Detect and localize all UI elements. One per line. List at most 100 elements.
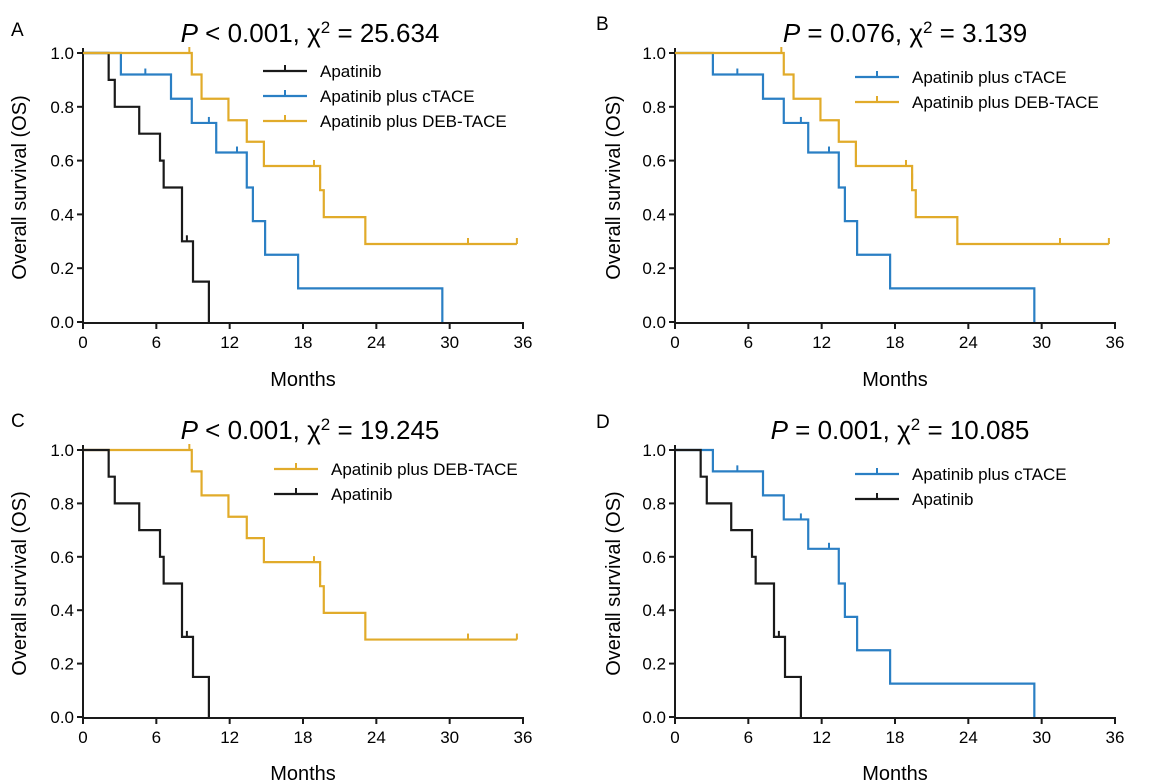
y-tick-label: 0.2 — [642, 259, 666, 278]
p-value: < 0.001, χ — [198, 18, 321, 48]
x-tick-label: 30 — [440, 728, 459, 747]
series-line — [83, 448, 517, 641]
y-tick-label: 0.4 — [642, 601, 666, 620]
series-line — [675, 448, 802, 717]
y-tick-label: 0.6 — [50, 152, 74, 171]
legend-label: Apatinib — [912, 490, 973, 509]
panel-d: D P = 0.001, χ2 = 10.085 0 6 12 18 24 30 36 0.0 0.… — [596, 412, 1124, 784]
chi-value: = 25.634 — [330, 18, 439, 48]
series-line — [83, 51, 210, 322]
y-tick-label: 1.0 — [50, 441, 74, 460]
y-tick-label: 0.4 — [50, 601, 74, 620]
chi-superscript: 2 — [911, 415, 920, 434]
x-tick-label: 18 — [294, 728, 313, 747]
x-tick-label: 0 — [670, 333, 679, 352]
chi-superscript: 2 — [923, 18, 932, 37]
p-value: < 0.001, χ — [198, 415, 321, 445]
x-tick-label: 18 — [886, 728, 905, 747]
legend-label: Apatinib plus DEB-TACE — [320, 112, 507, 131]
p-symbol: P — [181, 18, 199, 48]
legend-label: Apatinib plus DEB-TACE — [912, 93, 1099, 112]
series-line — [83, 448, 210, 717]
y-axis-title: Overall survival (OS) — [603, 491, 625, 675]
x-axis-title: Months — [270, 763, 336, 784]
y-tick-label: 0.0 — [642, 708, 666, 727]
x-tick-label: 0 — [78, 728, 87, 747]
x-tick-label: 12 — [220, 333, 239, 352]
y-axis-title: Overall survival (OS) — [9, 95, 31, 279]
y-tick-label: 0.6 — [642, 152, 666, 171]
x-tick-label: 0 — [670, 728, 679, 747]
p-symbol: P — [783, 18, 801, 48]
y-tick-label: 0.8 — [50, 494, 74, 513]
panel-letter: B — [596, 14, 609, 35]
x-tick-label: 6 — [152, 728, 161, 747]
y-tick-label: 0.8 — [50, 98, 74, 117]
panel-b: B P = 0.076, χ2 = 3.139 0 6 12 18 24 30 36 0.0 0.2… — [596, 14, 1124, 391]
x-tick-label: 6 — [152, 333, 161, 352]
y-tick-label: 0.8 — [642, 494, 666, 513]
legend-label: Apatinib plus DEB-TACE — [331, 460, 518, 479]
x-tick-label: 18 — [886, 333, 905, 352]
p-value: = 0.076, χ — [800, 18, 923, 48]
x-tick-label: 12 — [812, 728, 831, 747]
x-axis-title: Months — [270, 369, 336, 391]
chi-value: = 19.245 — [330, 415, 439, 445]
y-tick-label: 0.8 — [642, 98, 666, 117]
chi-value: = 10.085 — [920, 415, 1029, 445]
series-line — [675, 51, 1036, 322]
x-tick-label: 30 — [440, 333, 459, 352]
y-tick-label: 1.0 — [50, 44, 74, 63]
y-tick-label: 0.2 — [50, 259, 74, 278]
legend-label: Apatinib plus cTACE — [912, 465, 1067, 484]
series-line — [675, 448, 1036, 717]
legend-label: Apatinib — [320, 62, 381, 81]
y-tick-label: 0.6 — [50, 548, 74, 567]
series-line — [675, 51, 1109, 246]
panel-letter: A — [11, 20, 24, 41]
panel-letter: C — [11, 411, 25, 432]
x-tick-label: 30 — [1032, 333, 1051, 352]
stat-text: P = 0.001, χ2 = 10.085 — [771, 415, 1030, 446]
p-symbol: P — [181, 415, 199, 445]
panel-letter: D — [596, 412, 610, 433]
y-tick-label: 0.0 — [50, 708, 74, 727]
y-tick-label: 0.4 — [50, 205, 74, 224]
panel-a: A P < 0.001, χ2 = 25.634 0 6 12 18 24 30 36 0.0 0.… — [9, 18, 532, 392]
y-axis-title: Overall survival (OS) — [9, 491, 31, 675]
x-axis-title: Months — [862, 369, 928, 391]
x-tick-label: 12 — [812, 333, 831, 352]
y-tick-label: 1.0 — [642, 44, 666, 63]
x-tick-label: 24 — [367, 728, 386, 747]
x-tick-label: 6 — [744, 333, 753, 352]
legend-label: Apatinib plus cTACE — [912, 68, 1067, 87]
y-tick-label: 0.4 — [642, 205, 666, 224]
x-tick-label: 12 — [220, 728, 239, 747]
y-tick-label: 0.0 — [50, 313, 74, 332]
x-tick-label: 24 — [367, 333, 386, 352]
x-tick-label: 36 — [1106, 333, 1125, 352]
y-tick-label: 0.2 — [642, 655, 666, 674]
p-value: = 0.001, χ — [788, 415, 911, 445]
x-tick-label: 18 — [294, 333, 313, 352]
x-tick-label: 24 — [959, 333, 978, 352]
p-symbol: P — [771, 415, 789, 445]
chi-value: = 3.139 — [932, 18, 1027, 48]
stat-text: P < 0.001, χ2 = 19.245 — [181, 415, 440, 446]
stat-text: P < 0.001, χ2 = 25.634 — [181, 18, 440, 49]
x-tick-label: 36 — [514, 728, 533, 747]
stat-text: P = 0.076, χ2 = 3.139 — [783, 18, 1027, 49]
x-tick-label: 24 — [959, 728, 978, 747]
chi-superscript: 2 — [321, 18, 330, 37]
x-tick-label: 36 — [514, 333, 533, 352]
x-tick-label: 6 — [744, 728, 753, 747]
x-tick-label: 36 — [1106, 728, 1125, 747]
y-tick-label: 0.0 — [642, 313, 666, 332]
y-tick-label: 1.0 — [642, 441, 666, 460]
y-tick-label: 0.2 — [50, 655, 74, 674]
legend-label: Apatinib plus cTACE — [320, 87, 475, 106]
panel-c: C P < 0.001, χ2 = 19.245 0 6 12 18 24 30 36 0.0 0.… — [9, 411, 532, 784]
series-line — [83, 51, 444, 322]
x-tick-label: 30 — [1032, 728, 1051, 747]
